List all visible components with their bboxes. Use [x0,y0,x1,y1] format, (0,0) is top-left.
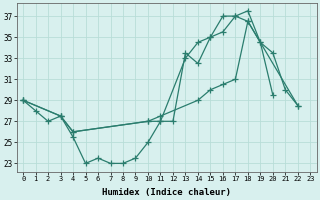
X-axis label: Humidex (Indice chaleur): Humidex (Indice chaleur) [102,188,231,197]
